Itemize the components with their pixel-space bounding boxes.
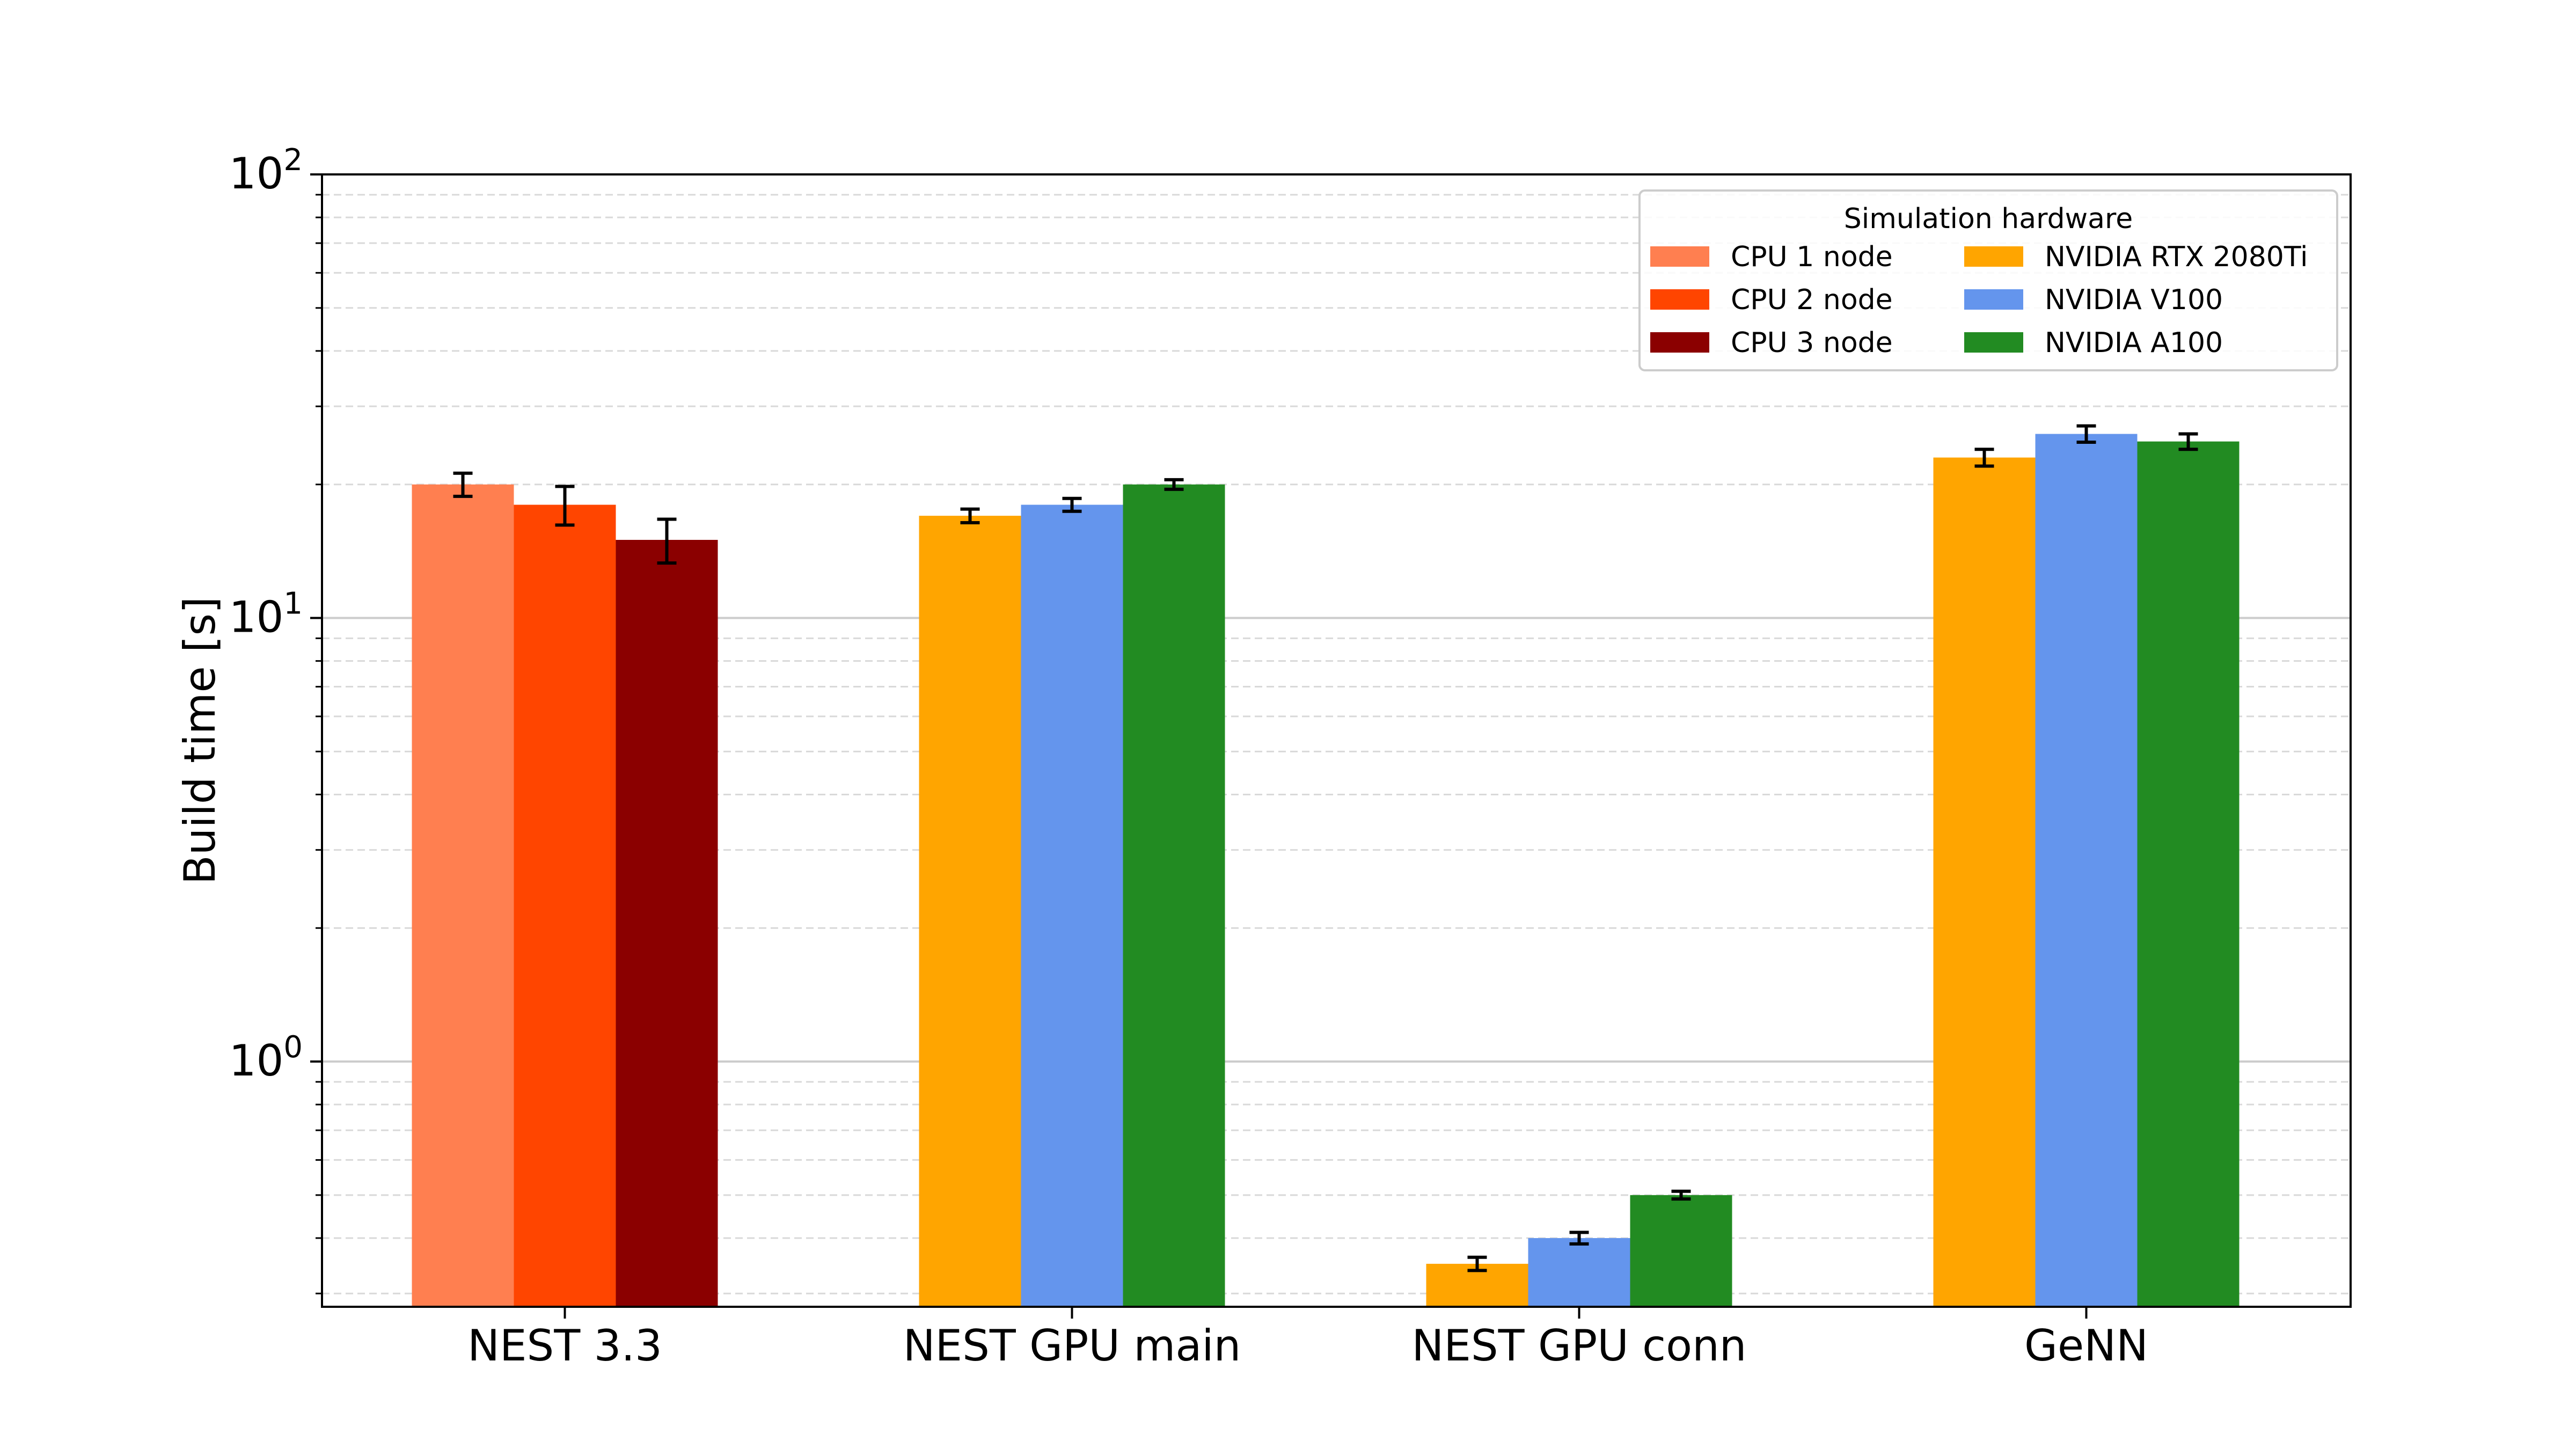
legend-label: CPU 3 node bbox=[1731, 327, 1893, 359]
bar bbox=[616, 539, 718, 1307]
legend-swatch bbox=[1964, 246, 2023, 267]
x-axis-ticks: NEST 3.3 NEST GPU main NEST GPU conn GeNN bbox=[467, 1307, 2148, 1371]
plot-frame bbox=[321, 173, 2352, 1308]
bar bbox=[2035, 434, 2138, 1307]
bar bbox=[1528, 1238, 1630, 1307]
bar bbox=[1123, 484, 1225, 1307]
legend-swatch bbox=[1964, 332, 2023, 353]
legend-swatch bbox=[1650, 246, 1709, 267]
legend-box bbox=[1638, 189, 2338, 371]
bars bbox=[412, 434, 2240, 1307]
x-tick-label: NEST GPU main bbox=[903, 1321, 1241, 1371]
bar bbox=[1630, 1195, 1732, 1307]
legend-label: CPU 1 node bbox=[1731, 241, 1893, 273]
legend: Simulation hardware CPU 1 node CPU 2 node C… bbox=[1638, 189, 2338, 371]
x-tick-label: NEST GPU conn bbox=[1411, 1321, 1746, 1371]
bar bbox=[2137, 441, 2240, 1307]
legend-label: NVIDIA V100 bbox=[2045, 284, 2223, 316]
bar bbox=[412, 484, 514, 1307]
bar bbox=[919, 516, 1021, 1307]
legend-label: CPU 2 node bbox=[1731, 284, 1893, 316]
legend-title: Simulation hardware bbox=[1844, 203, 2133, 235]
y-tick-label: 102 bbox=[229, 143, 303, 199]
legend-swatch bbox=[1650, 289, 1709, 310]
x-tick-label: NEST 3.3 bbox=[467, 1321, 662, 1371]
bar bbox=[514, 504, 616, 1307]
y-axis-label: Build time [s] bbox=[175, 597, 225, 885]
y-tick-label: 100 bbox=[229, 1030, 303, 1086]
x-tick-label: GeNN bbox=[2024, 1321, 2148, 1371]
bar bbox=[1021, 504, 1123, 1307]
y-axis-ticks: 102 101 100 bbox=[229, 143, 322, 1294]
legend-swatch bbox=[1964, 289, 2023, 310]
legend-label: NVIDIA RTX 2080Ti bbox=[2045, 241, 2308, 273]
legend-swatch bbox=[1650, 332, 1709, 353]
bar bbox=[1933, 457, 2036, 1307]
error-bars bbox=[453, 424, 2198, 1272]
legend-label: NVIDIA A100 bbox=[2045, 327, 2223, 359]
y-tick-label: 101 bbox=[229, 587, 303, 642]
